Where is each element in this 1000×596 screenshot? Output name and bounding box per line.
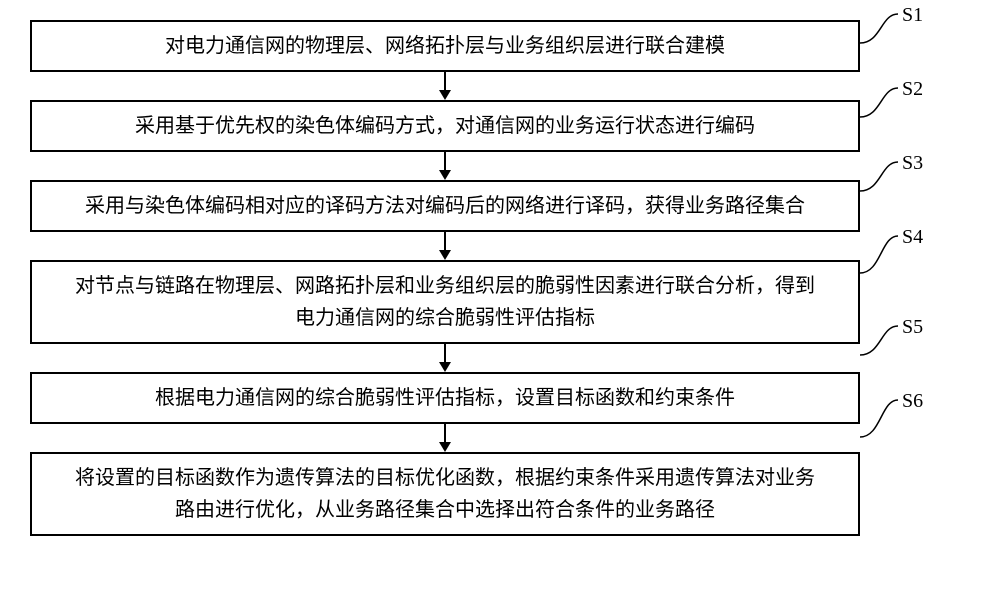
step-box-S3: 采用与染色体编码相对应的译码方法对编码后的网络进行译码，获得业务路径集合 [30,180,860,232]
step-box-S1: 对电力通信网的物理层、网络拓扑层与业务组织层进行联合建模 [30,20,860,72]
step-box-S2: 采用基于优先权的染色体编码方式，对通信网的业务运行状态进行编码 [30,100,860,152]
step-label-S3: S3 [902,152,923,175]
step-text-S6: 将设置的目标函数作为遗传算法的目标优化函数，根据约束条件采用遗传算法对业务 路由… [75,462,815,526]
flow-arrow [30,344,860,372]
step-text-S3: 采用与染色体编码相对应的译码方法对编码后的网络进行译码，获得业务路径集合 [85,190,805,222]
step-text-S1: 对电力通信网的物理层、网络拓扑层与业务组织层进行联合建模 [165,30,725,62]
step-label-S1: S1 [902,4,923,27]
brace-connector [858,12,900,45]
step-text-S4: 对节点与链路在物理层、网路拓扑层和业务组织层的脆弱性因素进行联合分析，得到 电力… [75,270,815,334]
step-text-S2: 采用基于优先权的染色体编码方式，对通信网的业务运行状态进行编码 [135,110,755,142]
step-box-S5: 根据电力通信网的综合脆弱性评估指标，设置目标函数和约束条件 [30,372,860,424]
flow-arrow [30,424,860,452]
brace-connector [858,234,900,275]
step-label-S2: S2 [902,78,923,101]
brace-connector [858,86,900,119]
step-box-S4: 对节点与链路在物理层、网路拓扑层和业务组织层的脆弱性因素进行联合分析，得到 电力… [30,260,860,344]
step-label-S5: S5 [902,316,923,339]
brace-connector [858,324,900,357]
flow-arrow [30,72,860,100]
flow-arrow [30,232,860,260]
step-label-S4: S4 [902,226,923,249]
step-label-S6: S6 [902,390,923,413]
step-box-S6: 将设置的目标函数作为遗传算法的目标优化函数，根据约束条件采用遗传算法对业务 路由… [30,452,860,536]
step-text-S5: 根据电力通信网的综合脆弱性评估指标，设置目标函数和约束条件 [155,382,735,414]
brace-connector [858,160,900,193]
flow-arrow [30,152,860,180]
brace-connector [858,398,900,439]
